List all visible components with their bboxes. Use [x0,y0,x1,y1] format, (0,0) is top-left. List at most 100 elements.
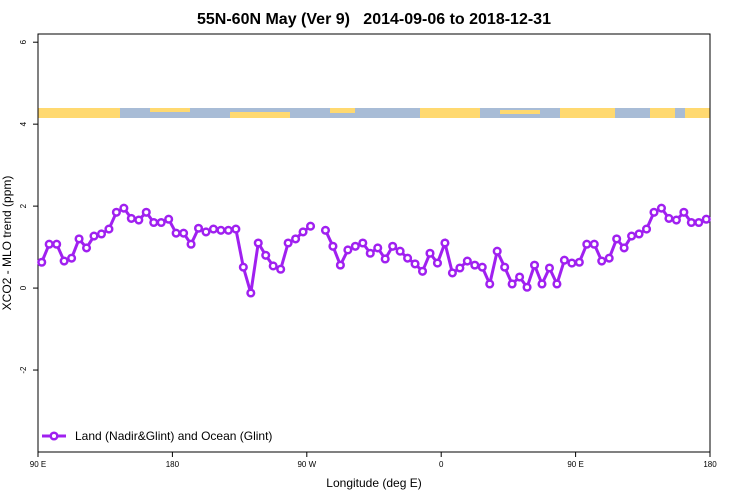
y-tick-label: -2 [19,366,28,374]
data-point [193,223,204,233]
x-tick-label: 180 [166,460,180,469]
data-point [358,238,368,248]
data-point [447,268,457,278]
data-point [59,256,69,266]
data-point [589,239,599,249]
x-axis-label: Longitude (deg E) [326,476,421,490]
x-tick-label: 180 [703,460,717,469]
data-point [432,258,443,268]
data-point [305,221,316,231]
data-point [656,203,667,213]
data-point [664,213,674,223]
data-point [350,241,360,251]
data-point [567,258,577,268]
data-point [52,239,62,249]
data-point [582,239,592,249]
data-point [216,225,226,235]
data-point [96,229,107,239]
data-point [291,234,301,244]
data-point [440,238,450,248]
data-point [559,255,569,265]
x-tick-label: 90 W [297,460,316,469]
x-tick-label: 90 E [567,460,583,469]
data-point [425,248,435,258]
data-point [134,215,144,225]
data-point [395,246,405,256]
data-point [612,234,622,244]
data-point [246,288,256,298]
data-point [238,262,248,272]
data-point [44,239,54,249]
data-point [417,266,428,276]
data-point [380,254,390,264]
data-point [74,234,84,244]
y-tick-label: 2 [19,203,28,208]
data-point [604,253,614,263]
data-point [149,217,159,228]
data-point [208,224,219,234]
data-point [634,229,644,239]
data-point [186,239,196,249]
data-point [276,264,286,274]
data-point [89,231,99,241]
data-point [343,245,353,255]
plot-frame [37,33,711,453]
y-tick-label: 6 [19,39,28,44]
legend-marker [49,431,59,441]
data-point [462,256,472,266]
data-point [694,217,704,228]
data-point [515,272,525,282]
data-point [492,246,502,256]
data-point [522,282,532,292]
data-point [679,207,689,217]
data-point [649,207,659,217]
data-point [126,213,136,223]
data-point [231,224,241,234]
data-point [141,207,151,217]
data-point [403,253,413,263]
data-point [201,227,211,237]
data-point [365,248,375,258]
data-point [671,215,681,225]
data-point [627,231,637,241]
data-point [388,241,398,251]
data-point [544,263,555,273]
data-point [171,228,181,238]
x-tick-label: 90 E [30,460,46,469]
data-point [261,250,271,260]
data-point [37,257,47,267]
data-point [574,257,584,267]
x-tick-label: 0 [439,460,444,469]
data-point [686,217,696,228]
data-point [373,243,383,253]
data-point [104,224,114,234]
land-ocean-strip [38,108,710,118]
data-point [529,260,540,270]
y-axis-label: XCO2 - MLO trend (ppm) [0,176,14,311]
y-tick-label: 0 [19,285,28,290]
data-point [320,225,331,235]
legend-label: Land (Nadir&Glint) and Ocean (Glint) [75,429,272,443]
data-point [283,238,293,248]
data-point [328,241,338,251]
data-point [641,224,652,234]
data-point [477,262,487,272]
data-point [119,203,129,213]
data-point [455,263,465,273]
data-point [701,214,711,224]
data-point [223,225,233,235]
data-point [470,260,480,270]
data-point [179,228,189,238]
data-point [500,262,510,272]
data-point [67,253,77,263]
data-point [537,279,547,289]
data-point [253,238,263,248]
chart-title: 55N-60N May (Ver 9) 2014-09-06 to 2018-1… [197,11,551,28]
data-point [619,243,629,253]
data-point [597,256,607,266]
data-point [111,207,121,217]
data-point [507,279,517,289]
data-point [156,217,166,228]
data-point [335,260,345,270]
